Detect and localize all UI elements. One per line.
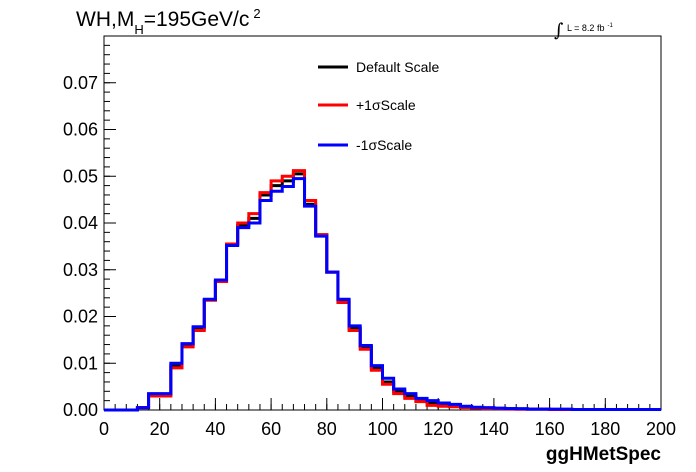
x-axis-label: ggHMetSpec: [546, 444, 662, 465]
y-axis: 0.00 0.01 0.02 0.03 0.04 0.05 0.06 0.07: [63, 44, 116, 420]
chart-title-rest: =195GeV/c: [144, 8, 250, 31]
y-tick-label: 0.03: [63, 260, 98, 280]
x-axis: 0 20 40 60 80 100 120 140 160 180 200: [99, 398, 676, 439]
x-tick-label: 180: [590, 419, 620, 439]
y-tick-label: 0.00: [63, 400, 98, 420]
legend-label-plus: +1σScale: [356, 97, 416, 113]
series-minus-sigma: [104, 177, 661, 412]
luminosity-label: L = 8.2 fb -1: [567, 23, 613, 33]
y-tick-label: 0.02: [63, 307, 98, 327]
y-tick-label: 0.04: [63, 213, 98, 233]
legend-label-default: Default Scale: [356, 59, 439, 75]
x-tick-label: 80: [317, 419, 337, 439]
chart-title: WH,MH=195GeV/c 2: [76, 6, 261, 37]
integral-symbol: ∫: [554, 20, 564, 41]
legend-label-minus: -1σScale: [356, 137, 412, 153]
x-tick-label: 100: [367, 419, 397, 439]
x-tick-label: 40: [205, 419, 225, 439]
x-tick-label: 60: [261, 419, 281, 439]
x-tick-label: 140: [479, 419, 509, 439]
y-tick-label: 0.05: [63, 166, 98, 186]
x-tick-label: 0: [99, 419, 109, 439]
series-group: [104, 169, 661, 412]
plot-frame: [103, 35, 662, 411]
chart-title-subscript: H: [134, 22, 143, 37]
x-tick-label: 120: [423, 419, 453, 439]
y-tick-label: 0.06: [63, 120, 98, 140]
legend: Default Scale +1σScale -1σScale: [318, 59, 439, 153]
y-tick-label: 0.01: [63, 353, 98, 373]
x-tick-label: 20: [150, 419, 170, 439]
luminosity-superscript: -1: [607, 23, 613, 29]
x-tick-label: 160: [535, 419, 565, 439]
x-tick-label: 200: [646, 419, 676, 439]
y-tick-label: 0.07: [63, 73, 98, 93]
chart-title-superscript: 2: [253, 6, 260, 21]
